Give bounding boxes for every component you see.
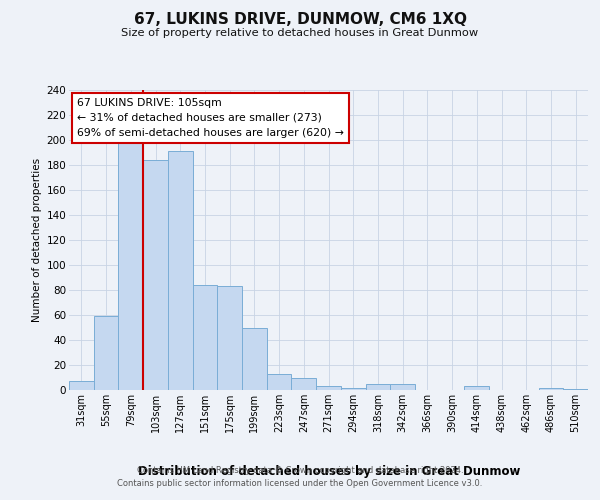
Text: Contains HM Land Registry data © Crown copyright and database right 2024.
Contai: Contains HM Land Registry data © Crown c… (118, 466, 482, 487)
Bar (563, 389, 588, 390)
Text: 67, LUKINS DRIVE, DUNMOW, CM6 1XQ: 67, LUKINS DRIVE, DUNMOW, CM6 1XQ (133, 12, 467, 28)
Bar (341, 388, 365, 390)
Bar (118, 138, 143, 390)
Text: Distribution of detached houses by size in Great Dunmow: Distribution of detached houses by size … (137, 464, 520, 477)
Text: Size of property relative to detached houses in Great Dunmow: Size of property relative to detached ho… (121, 28, 479, 38)
Bar (94, 316, 118, 390)
Bar (292, 378, 316, 390)
Bar (143, 160, 168, 390)
Bar (365, 384, 390, 390)
Text: 67 LUKINS DRIVE: 105sqm
← 31% of detached houses are smaller (273)
69% of semi-d: 67 LUKINS DRIVE: 105sqm ← 31% of detache… (77, 98, 344, 138)
Bar (390, 384, 415, 390)
Bar (464, 386, 489, 390)
Bar (539, 388, 563, 390)
Bar (316, 386, 341, 390)
Bar (69, 381, 94, 390)
Bar (193, 285, 217, 390)
Bar (168, 151, 193, 390)
Bar (217, 286, 242, 390)
Bar (242, 328, 267, 390)
Bar (267, 374, 292, 390)
Y-axis label: Number of detached properties: Number of detached properties (32, 158, 43, 322)
